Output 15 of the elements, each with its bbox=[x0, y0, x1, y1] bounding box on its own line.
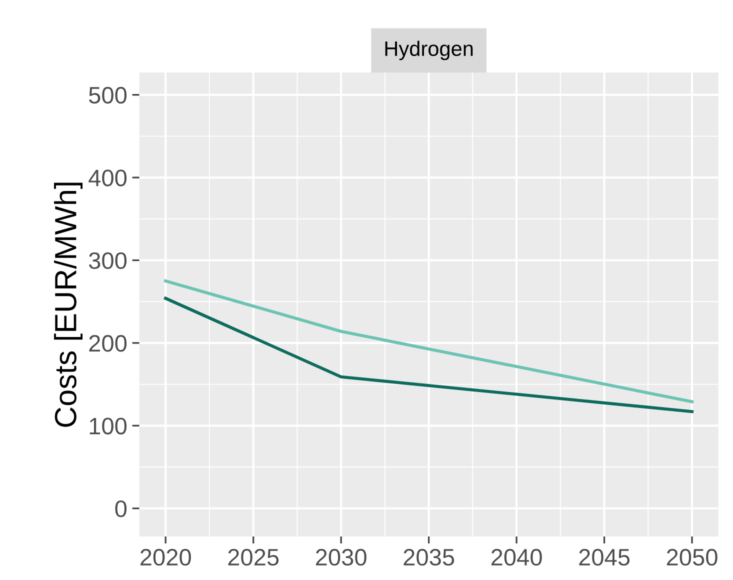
y-tick-label: 400 bbox=[88, 170, 127, 186]
x-tick-label: 2025 bbox=[228, 548, 279, 566]
y-tick-label: 100 bbox=[90, 418, 127, 434]
y-tick-label: 500 bbox=[89, 86, 127, 104]
x-tick-label: 2020 bbox=[140, 548, 191, 566]
x-tick-label: 2040 bbox=[491, 548, 542, 566]
y-tick-label: 300 bbox=[88, 252, 127, 270]
x-tick-label: 2045 bbox=[579, 548, 630, 566]
y-tick-label: 0 bbox=[115, 500, 127, 518]
chart-title: Hydrogen bbox=[385, 40, 473, 60]
x-tick-label: 2030 bbox=[316, 548, 366, 566]
y-axis-title: Costs [EUR/MWh] bbox=[54, 182, 83, 427]
x-tick-label: 2050 bbox=[666, 548, 718, 566]
y-tick-label: 200 bbox=[89, 335, 127, 352]
x-tick-label: 2035 bbox=[404, 548, 454, 566]
